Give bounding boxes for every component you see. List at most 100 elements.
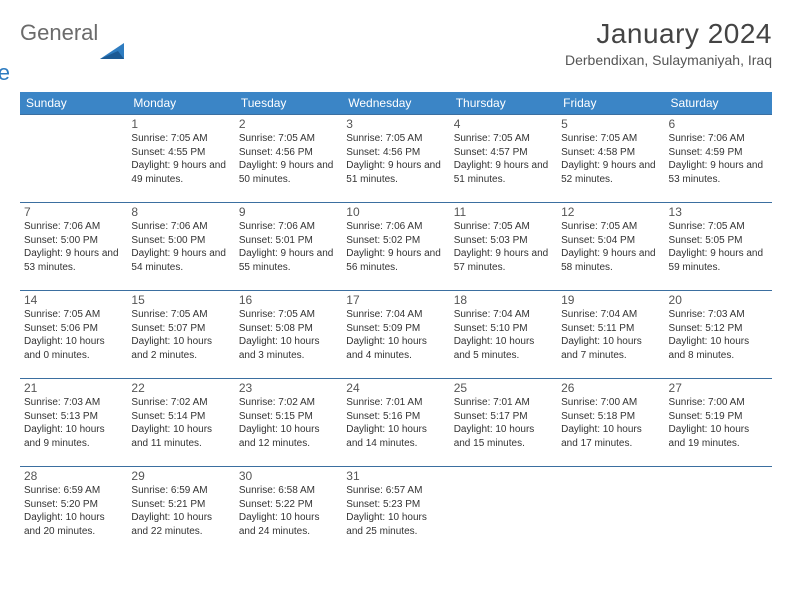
calendar-week-row: 1Sunrise: 7:05 AMSunset: 4:55 PMDaylight… <box>20 115 772 203</box>
day-info: Sunrise: 6:59 AMSunset: 5:20 PMDaylight:… <box>24 484 123 538</box>
calendar-day-cell: 7Sunrise: 7:06 AMSunset: 5:00 PMDaylight… <box>20 203 127 291</box>
day-number: 27 <box>669 381 768 395</box>
day-number: 9 <box>239 205 338 219</box>
day-info: Sunrise: 7:05 AMSunset: 5:07 PMDaylight:… <box>131 308 230 362</box>
day-info: Sunrise: 7:01 AMSunset: 5:17 PMDaylight:… <box>454 396 553 450</box>
day-info: Sunrise: 6:57 AMSunset: 5:23 PMDaylight:… <box>346 484 445 538</box>
day-info: Sunrise: 6:59 AMSunset: 5:21 PMDaylight:… <box>131 484 230 538</box>
calendar-day-cell: 15Sunrise: 7:05 AMSunset: 5:07 PMDayligh… <box>127 291 234 379</box>
day-number: 5 <box>561 117 660 131</box>
day-number: 12 <box>561 205 660 219</box>
calendar-day-cell: 10Sunrise: 7:06 AMSunset: 5:02 PMDayligh… <box>342 203 449 291</box>
day-info: Sunrise: 7:05 AMSunset: 5:06 PMDaylight:… <box>24 308 123 362</box>
calendar-day-cell: 30Sunrise: 6:58 AMSunset: 5:22 PMDayligh… <box>235 467 342 555</box>
calendar-header-cell: Monday <box>127 92 234 115</box>
day-number: 15 <box>131 293 230 307</box>
header: General Blue January 2024 Derbendixan, S… <box>20 18 772 84</box>
day-info: Sunrise: 7:05 AMSunset: 4:57 PMDaylight:… <box>454 132 553 186</box>
calendar-table: SundayMondayTuesdayWednesdayThursdayFrid… <box>20 92 772 555</box>
calendar-empty-cell <box>20 115 127 203</box>
day-number: 31 <box>346 469 445 483</box>
day-info: Sunrise: 7:05 AMSunset: 4:56 PMDaylight:… <box>346 132 445 186</box>
day-number: 8 <box>131 205 230 219</box>
day-info: Sunrise: 7:02 AMSunset: 5:14 PMDaylight:… <box>131 396 230 450</box>
calendar-day-cell: 28Sunrise: 6:59 AMSunset: 5:20 PMDayligh… <box>20 467 127 555</box>
day-number: 29 <box>131 469 230 483</box>
day-number: 23 <box>239 381 338 395</box>
calendar-header-cell: Tuesday <box>235 92 342 115</box>
calendar-week-row: 28Sunrise: 6:59 AMSunset: 5:20 PMDayligh… <box>20 467 772 555</box>
calendar-day-cell: 13Sunrise: 7:05 AMSunset: 5:05 PMDayligh… <box>665 203 772 291</box>
day-number: 14 <box>24 293 123 307</box>
calendar-day-cell: 20Sunrise: 7:03 AMSunset: 5:12 PMDayligh… <box>665 291 772 379</box>
day-number: 1 <box>131 117 230 131</box>
calendar-day-cell: 12Sunrise: 7:05 AMSunset: 5:04 PMDayligh… <box>557 203 664 291</box>
logo: General Blue <box>20 18 126 84</box>
day-info: Sunrise: 7:05 AMSunset: 5:05 PMDaylight:… <box>669 220 768 274</box>
day-number: 6 <box>669 117 768 131</box>
day-info: Sunrise: 7:03 AMSunset: 5:13 PMDaylight:… <box>24 396 123 450</box>
day-number: 20 <box>669 293 768 307</box>
calendar-day-cell: 21Sunrise: 7:03 AMSunset: 5:13 PMDayligh… <box>20 379 127 467</box>
calendar-day-cell: 17Sunrise: 7:04 AMSunset: 5:09 PMDayligh… <box>342 291 449 379</box>
page-title: January 2024 <box>565 18 772 50</box>
logo-word-general: General <box>20 22 98 44</box>
day-number: 13 <box>669 205 768 219</box>
calendar-header-cell: Saturday <box>665 92 772 115</box>
logo-triangle-icon <box>100 41 126 66</box>
calendar-header-cell: Thursday <box>450 92 557 115</box>
logo-word-blue: Blue <box>0 62 10 84</box>
calendar-day-cell: 24Sunrise: 7:01 AMSunset: 5:16 PMDayligh… <box>342 379 449 467</box>
calendar-header-cell: Wednesday <box>342 92 449 115</box>
day-number: 2 <box>239 117 338 131</box>
day-info: Sunrise: 7:00 AMSunset: 5:19 PMDaylight:… <box>669 396 768 450</box>
day-info: Sunrise: 7:05 AMSunset: 4:56 PMDaylight:… <box>239 132 338 186</box>
calendar-day-cell: 1Sunrise: 7:05 AMSunset: 4:55 PMDaylight… <box>127 115 234 203</box>
calendar-day-cell: 9Sunrise: 7:06 AMSunset: 5:01 PMDaylight… <box>235 203 342 291</box>
day-number: 30 <box>239 469 338 483</box>
calendar-day-cell: 26Sunrise: 7:00 AMSunset: 5:18 PMDayligh… <box>557 379 664 467</box>
calendar-day-cell: 14Sunrise: 7:05 AMSunset: 5:06 PMDayligh… <box>20 291 127 379</box>
calendar-day-cell: 22Sunrise: 7:02 AMSunset: 5:14 PMDayligh… <box>127 379 234 467</box>
day-info: Sunrise: 6:58 AMSunset: 5:22 PMDaylight:… <box>239 484 338 538</box>
day-info: Sunrise: 7:05 AMSunset: 5:08 PMDaylight:… <box>239 308 338 362</box>
day-number: 18 <box>454 293 553 307</box>
day-number: 11 <box>454 205 553 219</box>
calendar-day-cell: 6Sunrise: 7:06 AMSunset: 4:59 PMDaylight… <box>665 115 772 203</box>
day-info: Sunrise: 7:03 AMSunset: 5:12 PMDaylight:… <box>669 308 768 362</box>
calendar-day-cell: 31Sunrise: 6:57 AMSunset: 5:23 PMDayligh… <box>342 467 449 555</box>
day-info: Sunrise: 7:06 AMSunset: 5:02 PMDaylight:… <box>346 220 445 274</box>
day-info: Sunrise: 7:06 AMSunset: 5:00 PMDaylight:… <box>24 220 123 274</box>
day-info: Sunrise: 7:01 AMSunset: 5:16 PMDaylight:… <box>346 396 445 450</box>
day-number: 25 <box>454 381 553 395</box>
calendar-day-cell: 2Sunrise: 7:05 AMSunset: 4:56 PMDaylight… <box>235 115 342 203</box>
calendar-day-cell: 11Sunrise: 7:05 AMSunset: 5:03 PMDayligh… <box>450 203 557 291</box>
day-number: 3 <box>346 117 445 131</box>
day-info: Sunrise: 7:04 AMSunset: 5:10 PMDaylight:… <box>454 308 553 362</box>
calendar-week-row: 21Sunrise: 7:03 AMSunset: 5:13 PMDayligh… <box>20 379 772 467</box>
day-number: 17 <box>346 293 445 307</box>
day-info: Sunrise: 7:06 AMSunset: 5:00 PMDaylight:… <box>131 220 230 274</box>
calendar-day-cell: 16Sunrise: 7:05 AMSunset: 5:08 PMDayligh… <box>235 291 342 379</box>
calendar-day-cell: 8Sunrise: 7:06 AMSunset: 5:00 PMDaylight… <box>127 203 234 291</box>
day-number: 10 <box>346 205 445 219</box>
calendar-day-cell: 23Sunrise: 7:02 AMSunset: 5:15 PMDayligh… <box>235 379 342 467</box>
day-number: 4 <box>454 117 553 131</box>
day-info: Sunrise: 7:05 AMSunset: 4:58 PMDaylight:… <box>561 132 660 186</box>
calendar-week-row: 7Sunrise: 7:06 AMSunset: 5:00 PMDaylight… <box>20 203 772 291</box>
day-info: Sunrise: 7:06 AMSunset: 5:01 PMDaylight:… <box>239 220 338 274</box>
day-info: Sunrise: 7:05 AMSunset: 5:03 PMDaylight:… <box>454 220 553 274</box>
day-number: 16 <box>239 293 338 307</box>
calendar-day-cell: 27Sunrise: 7:00 AMSunset: 5:19 PMDayligh… <box>665 379 772 467</box>
day-number: 26 <box>561 381 660 395</box>
calendar-header-cell: Friday <box>557 92 664 115</box>
title-block: January 2024 Derbendixan, Sulaymaniyah, … <box>565 18 772 68</box>
day-info: Sunrise: 7:05 AMSunset: 4:55 PMDaylight:… <box>131 132 230 186</box>
calendar-week-row: 14Sunrise: 7:05 AMSunset: 5:06 PMDayligh… <box>20 291 772 379</box>
day-info: Sunrise: 7:05 AMSunset: 5:04 PMDaylight:… <box>561 220 660 274</box>
day-info: Sunrise: 7:00 AMSunset: 5:18 PMDaylight:… <box>561 396 660 450</box>
calendar-day-cell: 18Sunrise: 7:04 AMSunset: 5:10 PMDayligh… <box>450 291 557 379</box>
location-text: Derbendixan, Sulaymaniyah, Iraq <box>565 52 772 68</box>
calendar-empty-cell <box>450 467 557 555</box>
calendar-header-cell: Sunday <box>20 92 127 115</box>
